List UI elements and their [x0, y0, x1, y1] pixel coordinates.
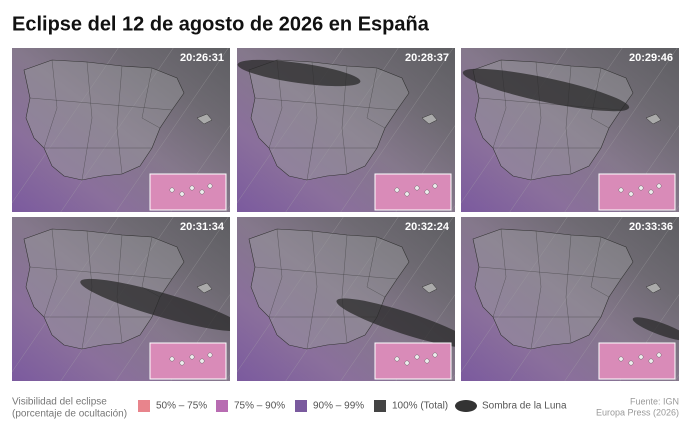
provinces [478, 59, 622, 181]
band-edge [340, 48, 454, 212]
canary-island [656, 352, 662, 358]
swatch [374, 400, 386, 412]
canary-island [648, 189, 654, 195]
provinces [254, 228, 398, 350]
panel-time: 20:31:34 [180, 221, 225, 233]
moon-shadow [632, 317, 679, 341]
band-edge [461, 217, 568, 373]
canary-island [414, 185, 420, 191]
legend-label: 75% – 90% [234, 401, 285, 412]
canary-island [432, 183, 438, 189]
canary-island [432, 352, 438, 358]
canary-inset [374, 342, 452, 380]
moon-shadow [336, 298, 455, 348]
panel-time: 20:26:31 [180, 52, 224, 64]
legend-label: 100% (Total) [392, 401, 448, 412]
swatch [216, 400, 228, 412]
band-edge [564, 217, 678, 381]
land [472, 228, 634, 350]
legend-label: 90% – 99% [313, 401, 364, 412]
islands [645, 282, 662, 294]
canary-island [618, 187, 624, 193]
band-edge [12, 48, 119, 204]
band-edge [60, 48, 174, 212]
canary-inset [374, 173, 452, 211]
canary-island [424, 358, 430, 364]
legend-title: (porcentaje de ocultación) [12, 409, 127, 420]
swatch [295, 400, 307, 412]
canary-island [199, 189, 205, 195]
panel-time: 20:32:24 [405, 221, 450, 233]
canary-island [207, 183, 213, 189]
canary-island [656, 183, 662, 189]
canary-island [189, 354, 195, 360]
legend-label: 50% – 75% [156, 401, 207, 412]
map-panel: 20:32:24 [237, 217, 455, 381]
canary-inset [598, 342, 676, 380]
swatch [138, 400, 150, 412]
canary-island [638, 185, 644, 191]
legend-title: Visibilidad del eclipse [12, 397, 107, 408]
canary-island [169, 187, 175, 193]
canary-island [648, 358, 654, 364]
panel-time: 20:33:36 [629, 221, 673, 233]
band-edge [285, 48, 399, 212]
islands [645, 113, 662, 125]
canary-island [628, 191, 634, 197]
source: Europa Press (2026) [596, 407, 679, 417]
panel-time: 20:29:46 [629, 52, 673, 64]
provinces [29, 59, 173, 181]
band-edge [115, 48, 229, 212]
map-panel: 20:29:46 [461, 48, 679, 212]
land [23, 59, 185, 181]
canary-inset [149, 173, 227, 211]
provinces [478, 228, 622, 350]
legend-label: Sombra de la Luna [482, 401, 567, 412]
canary-island [424, 189, 430, 195]
islands [196, 282, 213, 294]
map-panel: 20:31:34 [12, 217, 230, 381]
band-edge [509, 48, 623, 212]
band-edge [340, 217, 454, 381]
band-edge [237, 217, 344, 373]
moon-shadow [462, 68, 630, 112]
islands [196, 113, 213, 125]
canary-island [394, 187, 400, 193]
canary-island [207, 352, 213, 358]
map-panel: 20:33:36 [461, 217, 679, 381]
canary-island [179, 191, 185, 197]
canary-inset [149, 342, 227, 380]
canary-island [638, 354, 644, 360]
canary-island [404, 191, 410, 197]
band-edge [461, 48, 568, 204]
moon-shadow [237, 59, 361, 87]
canary-island [414, 354, 420, 360]
provinces [254, 59, 398, 181]
canary-island [199, 358, 205, 364]
islands [421, 113, 438, 125]
land [248, 59, 410, 181]
canary-inset [598, 173, 676, 211]
canary-island [394, 356, 400, 362]
band-edge [509, 217, 623, 381]
swatch [455, 400, 477, 412]
canary-island [628, 360, 634, 366]
panel-time: 20:28:37 [405, 52, 449, 64]
moon-shadow [80, 278, 230, 332]
canary-island [169, 356, 175, 362]
band-edge [564, 48, 678, 212]
canary-island [189, 185, 195, 191]
band-edge [237, 48, 344, 204]
legend: Visibilidad del eclipse (porcentaje de o… [12, 397, 567, 420]
canary-island [404, 360, 410, 366]
title: Eclipse del 12 de agosto de 2026 en Espa… [12, 13, 430, 35]
canary-island [179, 360, 185, 366]
source: Fuente: IGN [630, 396, 679, 406]
map-panel: 20:28:37 [237, 48, 455, 212]
canary-island [618, 356, 624, 362]
islands [421, 282, 438, 294]
map-panel: 20:26:31 [12, 48, 230, 212]
band-edge [12, 217, 119, 373]
